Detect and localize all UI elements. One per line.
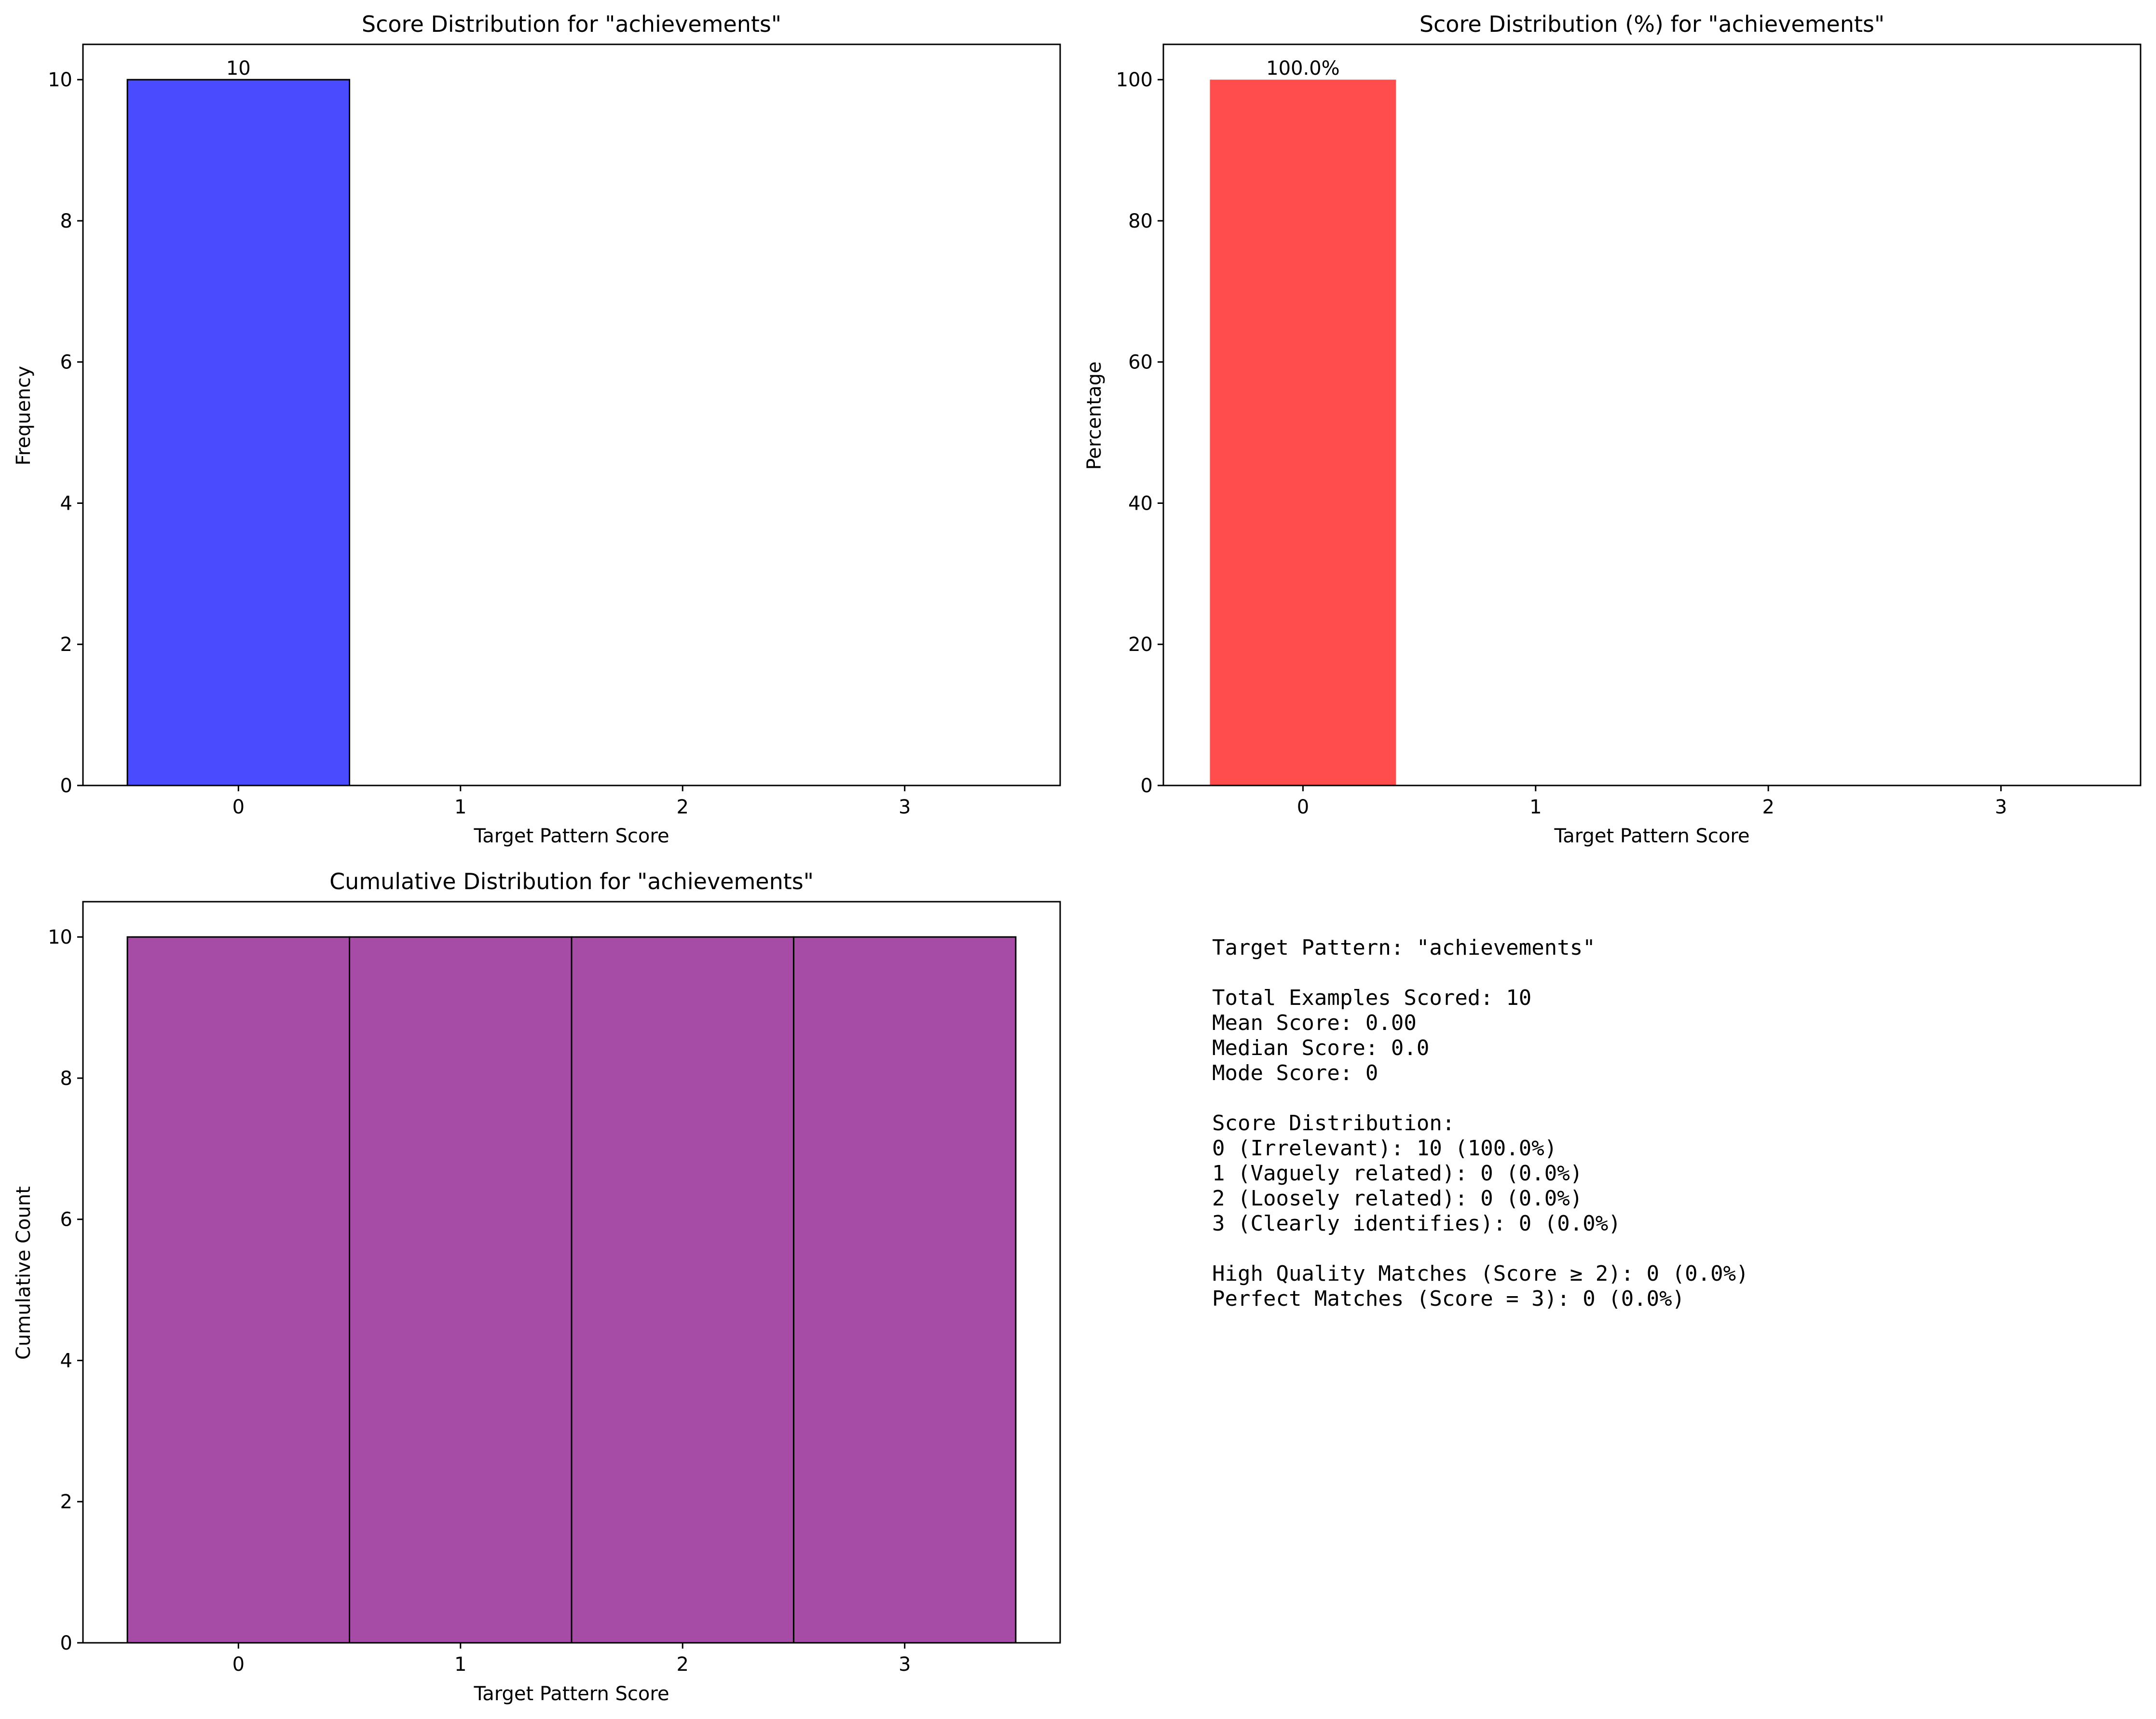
- data-label: 100.0%: [1266, 57, 1340, 80]
- tick-marks: 0 1 2 3 0 2 4 6 8 10: [48, 926, 911, 1676]
- stats-line: Mean Score: 0.00: [1212, 1011, 1417, 1035]
- y-tick-label: 10: [48, 69, 72, 91]
- stats-line: 0 (Irrelevant): 10 (100.0%): [1212, 1136, 1557, 1161]
- x-axis-label: Target Pattern Score: [473, 825, 669, 847]
- bar-1: [349, 936, 573, 1644]
- chart-title: Score Distribution (%) for "achievements…: [1419, 11, 1884, 37]
- y-axis-label: Cumulative Count: [13, 1186, 35, 1360]
- y-tick-label: 4: [60, 492, 72, 514]
- stats-line: Mode Score: 0: [1212, 1061, 1378, 1085]
- x-tick-label: 0: [232, 796, 245, 818]
- y-tick-label: 40: [1128, 492, 1153, 514]
- y-tick-label: 2: [60, 1491, 72, 1513]
- x-tick-label: 0: [232, 1653, 245, 1676]
- x-tick-label: 1: [454, 796, 466, 818]
- y-tick-label: 10: [48, 926, 72, 948]
- y-tick-label: 4: [60, 1350, 72, 1372]
- plot-frame: [82, 901, 1061, 1644]
- x-tick-label: 0: [1297, 796, 1309, 818]
- plot-frame: [82, 43, 1061, 786]
- y-tick-label: 2: [60, 634, 72, 656]
- stats-line: Perfect Matches (Score = 3): 0 (0.0%): [1212, 1286, 1685, 1311]
- tick-marks: 0 1 2 3 0 2 4 6 8 10: [48, 69, 911, 818]
- y-tick-label: 60: [1128, 352, 1153, 374]
- x-tick-label: 2: [677, 796, 689, 818]
- y-tick-label: 80: [1128, 210, 1153, 232]
- y-axis-label: Frequency: [13, 366, 35, 466]
- stats-line: Median Score: 0.0: [1212, 1036, 1430, 1060]
- x-tick-label: 3: [899, 1653, 911, 1676]
- bar-marks: 10: [126, 57, 351, 786]
- frequency-chart: Score Distribution for "achievements" Fr…: [13, 11, 1061, 847]
- chart-title: Score Distribution for "achievements": [362, 11, 781, 37]
- stats-line: Target Pattern: "achievements": [1212, 935, 1596, 960]
- y-axis-label: Percentage: [1083, 361, 1105, 470]
- y-tick-label: 0: [60, 775, 72, 797]
- plot-frame: [1162, 43, 2142, 786]
- stats-line: [1212, 1236, 1749, 1261]
- summary-statistics: Target Pattern: "achievements" Total Exam…: [1212, 935, 1749, 1312]
- x-axis-label: Target Pattern Score: [1554, 825, 1749, 847]
- bar-0: [126, 79, 351, 786]
- x-tick-label: 1: [454, 1653, 466, 1676]
- stats-line: 2 (Loosely related): 0 (0.0%): [1212, 1186, 1583, 1211]
- y-tick-label: 8: [60, 1068, 72, 1090]
- percentage-chart: Score Distribution (%) for "achievements…: [1083, 11, 2142, 847]
- y-tick-label: 6: [60, 1209, 72, 1231]
- stats-line: 1 (Vaguely related): 0 (0.0%): [1212, 1161, 1583, 1186]
- y-tick-label: 20: [1128, 634, 1153, 656]
- bar-marks: [126, 936, 1017, 1644]
- bar-0: [1210, 80, 1396, 786]
- stats-line: 3 (Clearly identifies): 0 (0.0%): [1212, 1211, 1621, 1236]
- bar-3: [792, 936, 1017, 1644]
- data-label: 10: [226, 57, 251, 80]
- y-tick-label: 100: [1116, 69, 1153, 91]
- y-tick-label: 0: [1141, 775, 1153, 797]
- bar-marks: 100.0%: [1210, 57, 1396, 786]
- x-tick-label: 2: [1762, 796, 1774, 818]
- stats-line: Total Examples Scored: 10: [1212, 986, 1532, 1010]
- tick-marks: 0 1 2 3 0 20 40 60 80 100: [1116, 69, 2007, 818]
- stats-line: [1212, 961, 1749, 986]
- x-tick-label: 2: [677, 1653, 689, 1676]
- x-tick-label: 1: [1529, 796, 1542, 818]
- stats-line: Score Distribution:: [1212, 1111, 1455, 1136]
- y-tick-label: 6: [60, 352, 72, 374]
- y-tick-label: 0: [60, 1632, 72, 1654]
- bar-0: [126, 936, 351, 1644]
- x-tick-label: 3: [1995, 796, 2007, 818]
- cumulative-chart: Cumulative Distribution for "achievement…: [13, 868, 1061, 1705]
- stats-line: High Quality Matches (Score ≥ 2): 0 (0.0…: [1212, 1261, 1749, 1286]
- x-axis-label: Target Pattern Score: [473, 1683, 669, 1705]
- chart-title: Cumulative Distribution for "achievement…: [329, 868, 814, 894]
- x-tick-label: 3: [899, 796, 911, 818]
- y-tick-label: 8: [60, 210, 72, 232]
- stats-line: [1212, 1086, 1749, 1111]
- bar-2: [571, 936, 794, 1644]
